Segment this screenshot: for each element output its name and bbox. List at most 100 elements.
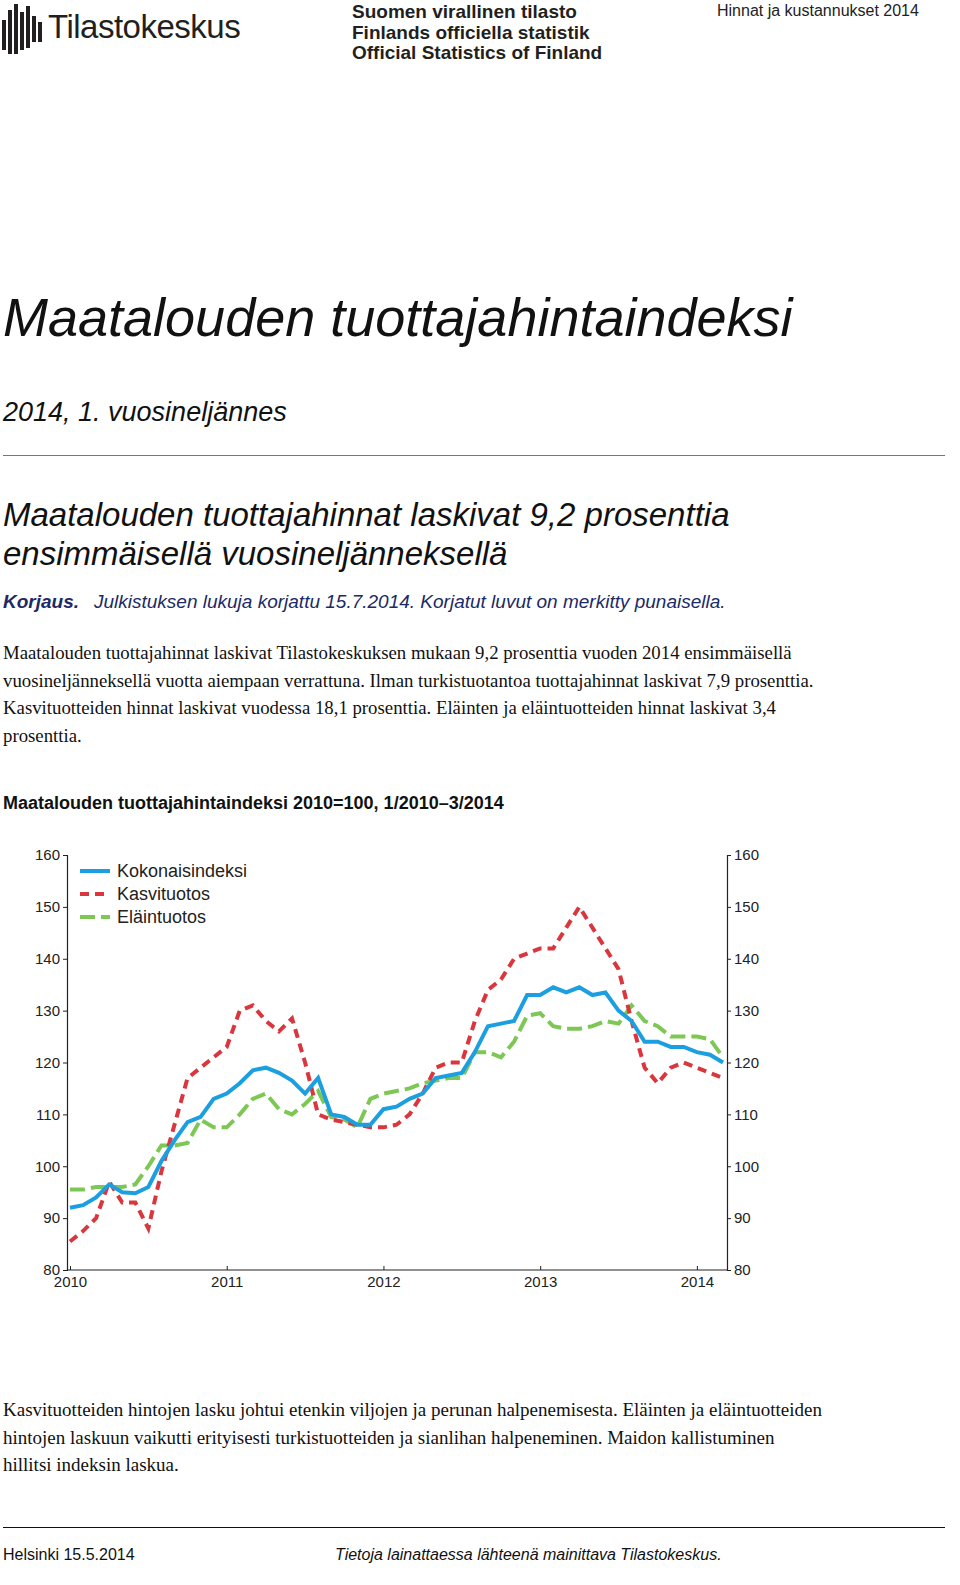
intro-paragraph-line: Kasvituotteiden hinnat laskivat vuodessa…	[3, 699, 776, 718]
official-statistics-line: Suomen virallinen tilasto	[352, 2, 577, 21]
chart: 8090100110120130140150160809010011012013…	[0, 840, 960, 1310]
tick-mark	[63, 1270, 67, 1271]
tick-mark	[697, 1266, 698, 1270]
tick: 110	[36, 1106, 67, 1123]
tick-label: 100	[35, 1158, 60, 1175]
divider	[3, 455, 945, 456]
tick-label: 110	[734, 1106, 758, 1123]
tick: 120	[35, 1054, 67, 1071]
legend-label: Kasvituotos	[117, 884, 210, 904]
tick-label: 160	[734, 846, 759, 863]
axis-line	[67, 1269, 727, 1270]
tick-label: 140	[734, 950, 759, 967]
tick-label: 2013	[524, 1273, 557, 1290]
intro-paragraph-line: vuosineljänneksellä vuotta aiempaan verr…	[3, 672, 814, 691]
series-line	[70, 987, 723, 1207]
tick-label: 130	[35, 1002, 60, 1019]
tick: 2011	[211, 1266, 243, 1290]
correction-text: Julkistuksen lukuja korjattu 15.7.2014. …	[94, 592, 726, 611]
chart-title: Maatalouden tuottajahintaindeksi 2010=10…	[3, 794, 504, 812]
tick-label: 2010	[54, 1273, 87, 1290]
tick-label: 2014	[681, 1273, 714, 1290]
tick-label: 120	[734, 1054, 759, 1071]
tick-mark	[727, 959, 731, 960]
tick: 130	[35, 1002, 67, 1019]
tick-label: 160	[35, 846, 60, 863]
tick: 100	[727, 1158, 759, 1175]
tick-mark	[63, 1218, 67, 1219]
logo-bar	[32, 16, 36, 42]
tick-label: 100	[734, 1158, 759, 1175]
intro-paragraph-line: Maatalouden tuottajahinnat laskivat Tila…	[3, 644, 792, 663]
tick: 90	[43, 1209, 67, 1226]
tick: 110	[727, 1106, 758, 1123]
tick-label: 110	[36, 1106, 60, 1123]
series-name: Hinnat ja kustannukset 2014	[717, 3, 919, 19]
tick-label: 140	[35, 950, 60, 967]
page-title: Maatalouden tuottajahintaindeksi	[3, 290, 793, 344]
footer-source: Tietoja lainattaessa lähteenä mainittava…	[335, 1547, 722, 1563]
intro-paragraph-line: prosenttia.	[3, 727, 82, 746]
tick-mark	[727, 1270, 731, 1271]
tick-mark	[540, 1266, 541, 1270]
tick-mark	[727, 1063, 731, 1064]
tick-label: 2012	[367, 1273, 400, 1290]
tick-mark	[63, 1166, 67, 1167]
tick-label: 130	[734, 1002, 759, 1019]
tick-mark	[727, 855, 731, 856]
tick-mark	[227, 1266, 228, 1270]
legend-item: Kokonaisindeksi	[80, 861, 247, 881]
tick-mark	[727, 1011, 731, 1012]
tick-mark	[727, 1166, 731, 1167]
page-subtitle: 2014, 1. vuosineljännes	[3, 399, 287, 426]
tick: 130	[727, 1002, 759, 1019]
logo-icon	[2, 2, 46, 54]
series-line	[70, 1005, 723, 1189]
tick: 160	[35, 846, 67, 863]
logo-bar	[14, 4, 18, 54]
tick-mark	[727, 1114, 731, 1115]
tick-label: 120	[35, 1054, 60, 1071]
tick: 2010	[54, 1266, 87, 1290]
legend-item: Kasvituotos	[80, 884, 210, 904]
body-paragraph-line: hillitsi indeksin laskua.	[3, 1455, 179, 1474]
legend-item: Eläintuotos	[80, 907, 206, 927]
legend-swatch	[80, 915, 110, 919]
logo-bar	[26, 6, 30, 48]
official-statistics-line: Official Statistics of Finland	[352, 43, 602, 62]
tick: 2012	[367, 1266, 400, 1290]
axis-line	[728, 856, 732, 1271]
tick-mark	[63, 1114, 67, 1115]
tick-mark	[63, 855, 67, 856]
plot-lines	[70, 907, 723, 1242]
body-paragraph-line: hintojen laskuun vaikutti erityisesti tu…	[3, 1428, 774, 1447]
logo-bar	[20, 12, 24, 50]
tick-mark	[63, 1011, 67, 1012]
logo-text: Tilastokeskus	[48, 10, 240, 43]
tick: 2013	[524, 1266, 557, 1290]
headline: Maatalouden tuottajahinnat laskivat 9,2 …	[3, 498, 729, 531]
tick: 150	[35, 898, 67, 915]
footer-date: Helsinki 15.5.2014	[3, 1547, 135, 1563]
logo-bar	[8, 10, 12, 54]
tick-mark	[63, 959, 67, 960]
series-line	[70, 907, 723, 1242]
x-axis: 2010 2011 2012 2013 2014	[54, 1266, 727, 1290]
body-paragraph-line: Kasvituotteiden hintojen lasku johtui et…	[3, 1400, 822, 1419]
tick-label: 90	[734, 1209, 751, 1226]
tick-label: 150	[35, 898, 60, 915]
legend-swatch	[80, 869, 110, 873]
tick: 90	[727, 1209, 751, 1226]
logo-bar	[2, 20, 6, 50]
legend: Kokonaisindeksi Kasvituotos Eläintuotos	[80, 861, 247, 927]
tick: 2014	[681, 1266, 714, 1290]
tick: 140	[35, 950, 67, 967]
legend-label: Eläintuotos	[117, 907, 206, 927]
footer-rule	[3, 1527, 945, 1528]
tick-label: 2011	[211, 1273, 243, 1290]
tick: 140	[727, 950, 759, 967]
headline: ensimmäisellä vuosineljänneksellä	[3, 537, 507, 570]
correction-label: Korjaus.	[3, 592, 79, 611]
axis-line	[63, 856, 68, 1271]
tick-mark	[63, 907, 67, 908]
